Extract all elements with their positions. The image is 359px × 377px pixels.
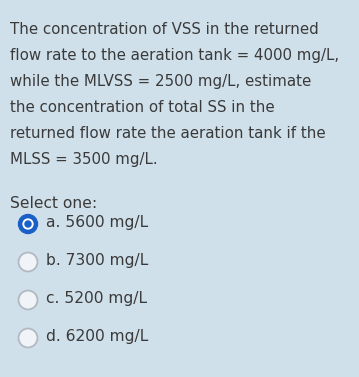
Text: returned flow rate the aeration tank if the: returned flow rate the aeration tank if … <box>10 126 326 141</box>
Text: Select one:: Select one: <box>10 196 97 211</box>
Text: c. 5200 mg/L: c. 5200 mg/L <box>46 291 146 307</box>
Text: MLSS = 3500 mg/L.: MLSS = 3500 mg/L. <box>10 152 158 167</box>
Text: flow rate to the aeration tank = 4000 mg/L,: flow rate to the aeration tank = 4000 mg… <box>10 48 339 63</box>
Text: The concentration of VSS in the returned: The concentration of VSS in the returned <box>10 22 319 37</box>
Text: while the MLVSS = 2500 mg/L, estimate: while the MLVSS = 2500 mg/L, estimate <box>10 74 311 89</box>
Circle shape <box>19 328 37 348</box>
Circle shape <box>19 215 37 233</box>
Circle shape <box>25 221 31 227</box>
Circle shape <box>19 253 37 271</box>
Text: d. 6200 mg/L: d. 6200 mg/L <box>46 329 148 345</box>
Circle shape <box>19 291 37 310</box>
Text: the concentration of total SS in the: the concentration of total SS in the <box>10 100 275 115</box>
Circle shape <box>23 219 33 229</box>
Text: b. 7300 mg/L: b. 7300 mg/L <box>46 253 148 268</box>
Text: a. 5600 mg/L: a. 5600 mg/L <box>46 216 148 230</box>
